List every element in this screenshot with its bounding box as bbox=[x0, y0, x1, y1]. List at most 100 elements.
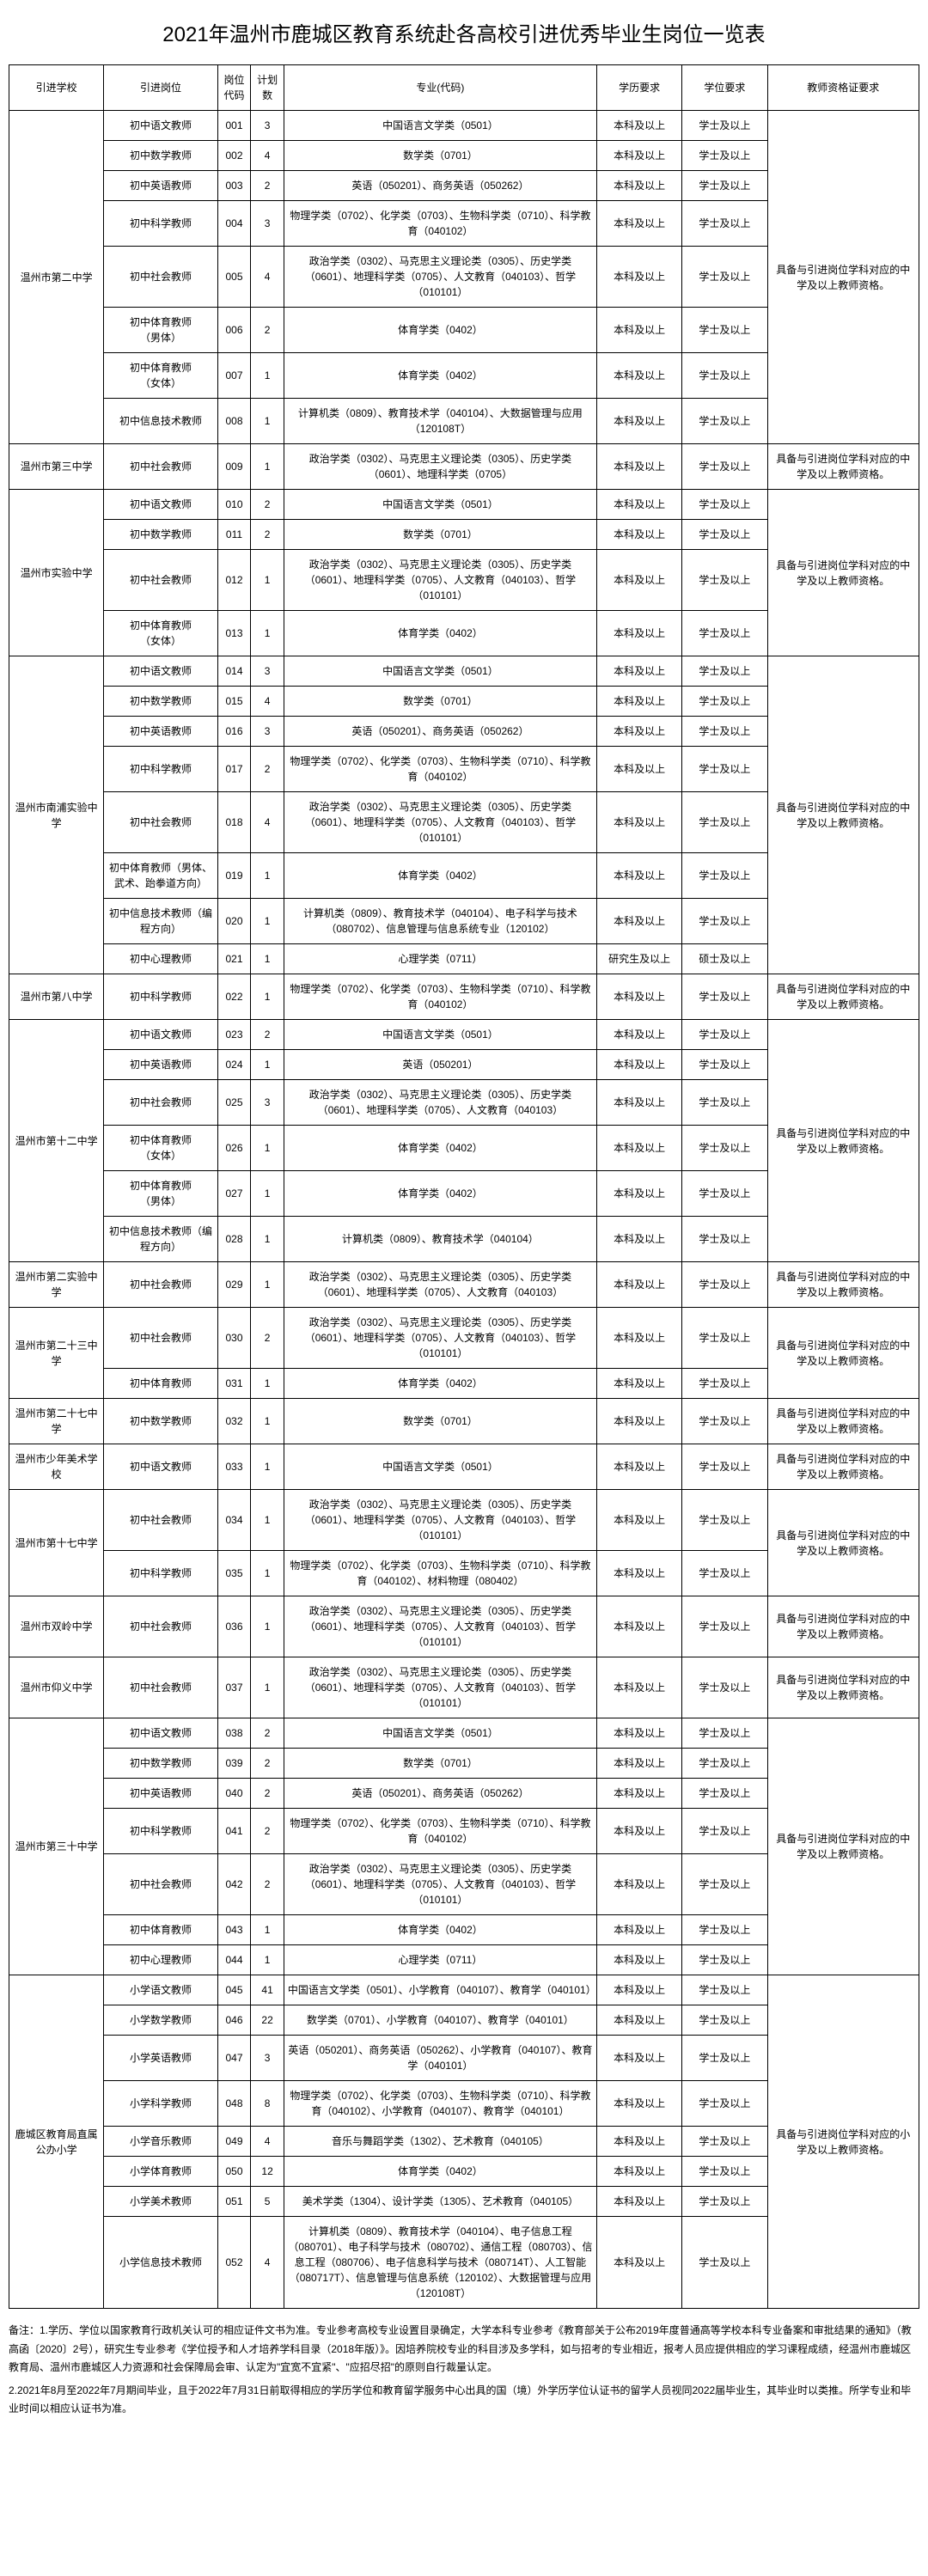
school-cell: 温州市第八中学 bbox=[9, 974, 104, 1020]
count-cell: 2 bbox=[251, 1308, 284, 1369]
school-cell: 温州市第十二中学 bbox=[9, 1020, 104, 1262]
edu-cell: 本科及以上 bbox=[596, 308, 681, 353]
code-cell: 020 bbox=[217, 899, 251, 944]
edu-cell: 本科及以上 bbox=[596, 2157, 681, 2187]
code-cell: 032 bbox=[217, 1399, 251, 1444]
count-cell: 22 bbox=[251, 2005, 284, 2036]
cert-cell: 具备与引进岗位学科对应的中学及以上教师资格。 bbox=[767, 1020, 919, 1262]
edu-cell: 本科及以上 bbox=[596, 1126, 681, 1171]
edu-cell: 本科及以上 bbox=[596, 1779, 681, 1809]
major-cell: 政治学类（0302）、马克思主义理论类（0305）、历史学类（0601）、地理科… bbox=[284, 1596, 596, 1657]
edu-cell: 本科及以上 bbox=[596, 520, 681, 550]
count-cell: 2 bbox=[251, 1854, 284, 1915]
edu-cell: 本科及以上 bbox=[596, 444, 681, 490]
major-cell: 中国语言文学类（0501）、小学教育（040107）、教育学（040101） bbox=[284, 1975, 596, 2005]
edu-cell: 本科及以上 bbox=[596, 1975, 681, 2005]
major-cell: 数学类（0701） bbox=[284, 1749, 596, 1779]
position-cell: 初中体育教师 bbox=[104, 1369, 217, 1399]
position-cell: 小学语文教师 bbox=[104, 1975, 217, 2005]
degree-cell: 学士及以上 bbox=[682, 2005, 767, 2036]
school-cell: 温州市第三中学 bbox=[9, 444, 104, 490]
edu-cell: 本科及以上 bbox=[596, 201, 681, 247]
edu-cell: 本科及以上 bbox=[596, 1308, 681, 1369]
column-header: 学历要求 bbox=[596, 65, 681, 111]
major-cell: 英语（050201）、商务英语（050262）、小学教育（040107）、教育学… bbox=[284, 2036, 596, 2081]
degree-cell: 学士及以上 bbox=[682, 490, 767, 520]
count-cell: 2 bbox=[251, 1020, 284, 1050]
position-cell: 初中体育教师 bbox=[104, 1915, 217, 1945]
edu-cell: 本科及以上 bbox=[596, 490, 681, 520]
table-row: 温州市第八中学初中科学教师0221物理学类（0702）、化学类（0703）、生物… bbox=[9, 974, 919, 1020]
school-cell: 温州市第二实验中学 bbox=[9, 1262, 104, 1308]
position-cell: 初中科学教师 bbox=[104, 201, 217, 247]
major-cell: 英语（050201） bbox=[284, 1050, 596, 1080]
cert-cell: 具备与引进岗位学科对应的中学及以上教师资格。 bbox=[767, 1444, 919, 1490]
count-cell: 2 bbox=[251, 1779, 284, 1809]
edu-cell: 本科及以上 bbox=[596, 1080, 681, 1126]
table-row: 鹿城区教育局直属公办小学小学语文教师04541中国语言文学类（0501）、小学教… bbox=[9, 1975, 919, 2005]
school-cell: 温州市第二中学 bbox=[9, 111, 104, 444]
position-cell: 小学英语教师 bbox=[104, 2036, 217, 2081]
code-cell: 034 bbox=[217, 1490, 251, 1551]
code-cell: 023 bbox=[217, 1020, 251, 1050]
degree-cell: 学士及以上 bbox=[682, 1915, 767, 1945]
note-line: 备注：1.学历、学位以国家教育行政机关认可的相应证件文书为准。专业参考高校专业设… bbox=[9, 2322, 919, 2378]
position-cell: 初中体育教师（男体、武术、跆拳道方向） bbox=[104, 853, 217, 899]
cert-cell: 具备与引进岗位学科对应的中学及以上教师资格。 bbox=[767, 656, 919, 974]
count-cell: 3 bbox=[251, 656, 284, 687]
code-cell: 018 bbox=[217, 792, 251, 853]
position-cell: 初中英语教师 bbox=[104, 1779, 217, 1809]
degree-cell: 学士及以上 bbox=[682, 1718, 767, 1749]
count-cell: 1 bbox=[251, 1490, 284, 1551]
cert-cell: 具备与引进岗位学科对应的小学及以上教师资格。 bbox=[767, 1975, 919, 2309]
count-cell: 3 bbox=[251, 201, 284, 247]
position-cell: 初中社会教师 bbox=[104, 1262, 217, 1308]
position-cell: 初中信息技术教师（编程方向） bbox=[104, 899, 217, 944]
code-cell: 016 bbox=[217, 717, 251, 747]
count-cell: 1 bbox=[251, 974, 284, 1020]
count-cell: 2 bbox=[251, 171, 284, 201]
code-cell: 009 bbox=[217, 444, 251, 490]
edu-cell: 本科及以上 bbox=[596, 1399, 681, 1444]
count-cell: 1 bbox=[251, 399, 284, 444]
position-cell: 初中语文教师 bbox=[104, 111, 217, 141]
major-cell: 中国语言文学类（0501） bbox=[284, 656, 596, 687]
count-cell: 5 bbox=[251, 2187, 284, 2217]
position-cell: 初中语文教师 bbox=[104, 1020, 217, 1050]
code-cell: 005 bbox=[217, 247, 251, 308]
degree-cell: 学士及以上 bbox=[682, 1308, 767, 1369]
degree-cell: 学士及以上 bbox=[682, 399, 767, 444]
edu-cell: 本科及以上 bbox=[596, 611, 681, 656]
degree-cell: 学士及以上 bbox=[682, 308, 767, 353]
school-cell: 温州市仰义中学 bbox=[9, 1657, 104, 1718]
major-cell: 物理学类（0702）、化学类（0703）、生物科学类（0710）、科学教育（04… bbox=[284, 974, 596, 1020]
position-cell: 小学音乐教师 bbox=[104, 2127, 217, 2157]
code-cell: 038 bbox=[217, 1718, 251, 1749]
count-cell: 8 bbox=[251, 2081, 284, 2127]
cert-cell: 具备与引进岗位学科对应的中学及以上教师资格。 bbox=[767, 1399, 919, 1444]
degree-cell: 硕士及以上 bbox=[682, 944, 767, 974]
count-cell: 4 bbox=[251, 2217, 284, 2309]
edu-cell: 本科及以上 bbox=[596, 687, 681, 717]
code-cell: 019 bbox=[217, 853, 251, 899]
code-cell: 007 bbox=[217, 353, 251, 399]
position-cell: 初中社会教师 bbox=[104, 1854, 217, 1915]
major-cell: 计算机类（0809）、教育技术学（040104）、电子信息工程（080701）、… bbox=[284, 2217, 596, 2309]
position-cell: 初中数学教师 bbox=[104, 520, 217, 550]
major-cell: 政治学类（0302）、马克思主义理论类（0305）、历史学类（0601）、地理科… bbox=[284, 444, 596, 490]
code-cell: 013 bbox=[217, 611, 251, 656]
position-cell: 初中英语教师 bbox=[104, 171, 217, 201]
position-cell: 初中社会教师 bbox=[104, 444, 217, 490]
position-cell: 初中科学教师 bbox=[104, 974, 217, 1020]
code-cell: 048 bbox=[217, 2081, 251, 2127]
edu-cell: 本科及以上 bbox=[596, 2081, 681, 2127]
count-cell: 4 bbox=[251, 247, 284, 308]
position-cell: 小学数学教师 bbox=[104, 2005, 217, 2036]
position-cell: 小学科学教师 bbox=[104, 2081, 217, 2127]
major-cell: 计算机类（0809）、教育技术学（040104） bbox=[284, 1217, 596, 1262]
position-cell: 初中科学教师 bbox=[104, 747, 217, 792]
degree-cell: 学士及以上 bbox=[682, 1399, 767, 1444]
degree-cell: 学士及以上 bbox=[682, 1975, 767, 2005]
degree-cell: 学士及以上 bbox=[682, 1551, 767, 1596]
position-cell: 初中科学教师 bbox=[104, 1551, 217, 1596]
